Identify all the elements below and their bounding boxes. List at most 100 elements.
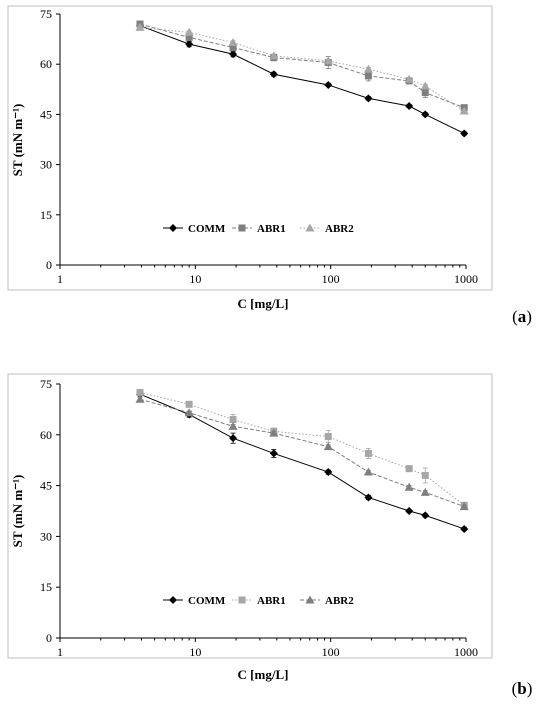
x-tick-label: 1000 (454, 272, 478, 286)
chart-panel-a: 0 15 30 45 60 75 1 10 100 1000 C [mg/L] ST (mN m⁻¹)… (7, 5, 493, 311)
data-point-abr1 (421, 471, 429, 479)
data-point-abr2 (420, 487, 430, 496)
legend-label: ABR1 (257, 223, 286, 235)
y-tick-label: 0 (46, 631, 52, 645)
data-point-abr2 (269, 428, 279, 437)
y-tick-label: 60 (40, 57, 52, 71)
panel-label: (b) (512, 679, 533, 698)
data-point-abr2 (135, 22, 145, 31)
data-point-abr1 (185, 400, 193, 408)
x-tick-label: 1000 (454, 645, 478, 659)
data-point-comm (324, 80, 333, 89)
chart-frame (7, 373, 493, 659)
legend-marker-comm (169, 596, 177, 604)
data-point-abr1 (185, 33, 193, 41)
legend-label: ABR2 (325, 223, 354, 235)
series-comm (135, 390, 469, 533)
legend-marker-abr1 (238, 224, 246, 232)
x-axis-label: C [mg/L] (238, 667, 289, 682)
legend-marker-abr2 (305, 223, 315, 232)
y-axis-label: ST (mN m⁻¹) (10, 104, 25, 177)
data-point-abr1 (229, 43, 237, 51)
data-point-comm (421, 110, 430, 119)
data-point-abr1 (324, 432, 332, 440)
x-tick-label: 1 (57, 272, 63, 286)
data-point-abr1 (405, 465, 413, 473)
legend-label: ABR2 (325, 595, 354, 607)
data-point-abr2 (228, 37, 238, 46)
y-tick-label: 45 (40, 107, 52, 121)
legend: COMM ABR1 ABR2 (163, 223, 354, 235)
data-point-abr2 (420, 81, 430, 90)
y-tick-label: 75 (40, 377, 52, 391)
data-point-abr2 (363, 64, 373, 73)
data-point-abr2 (363, 467, 373, 476)
data-point-abr1 (364, 72, 372, 80)
x-axis-label: C [mg/L] (238, 296, 289, 311)
data-point-abr2 (323, 56, 333, 65)
chart-panel-b: 0 15 30 45 60 75 1 10 100 1000 C [mg/L] ST (mN m⁻¹)… (7, 373, 493, 682)
data-point-comm (364, 493, 373, 502)
y-axis-label: ST (mN m⁻¹) (10, 475, 25, 548)
series-line-abr2 (139, 26, 465, 112)
data-point-comm (460, 524, 469, 533)
data-point-comm (405, 102, 414, 111)
legend-label: ABR1 (257, 595, 286, 607)
data-point-abr2 (228, 421, 238, 430)
data-point-abr2 (184, 408, 194, 417)
chart-frame (7, 5, 493, 291)
data-point-abr2 (404, 74, 414, 83)
x-tick-label: 100 (322, 645, 340, 659)
data-point-abr1 (364, 449, 372, 457)
data-point-comm (269, 449, 278, 458)
data-point-abr2 (459, 502, 469, 511)
x-tick-label: 100 (322, 272, 340, 286)
y-tick-label: 0 (46, 258, 52, 272)
series-abr2 (135, 394, 469, 511)
panel-label: (a) (512, 307, 532, 326)
x-tick-label: 10 (189, 272, 201, 286)
panel-label-part: ) (526, 307, 532, 326)
legend-marker-abr2 (305, 595, 315, 604)
data-point-abr1 (421, 89, 429, 97)
data-point-comm (405, 507, 414, 515)
data-point-comm (229, 50, 238, 59)
data-point-abr2 (184, 27, 194, 36)
data-point-abr2 (269, 51, 279, 60)
legend-marker-comm (169, 224, 177, 232)
data-point-comm (229, 434, 238, 443)
data-point-abr1 (229, 416, 237, 424)
data-point-comm (324, 468, 333, 477)
panel-label-part: a (518, 307, 527, 326)
data-point-comm (269, 70, 278, 79)
data-point-abr2 (135, 394, 145, 403)
y-tick-label: 30 (40, 158, 52, 172)
y-tick-label: 75 (40, 7, 52, 21)
y-tick-label: 15 (40, 208, 52, 222)
y-tick-label: 45 (40, 479, 52, 493)
data-point-abr2 (323, 442, 333, 451)
y-tick-label: 15 (40, 580, 52, 594)
panel-label-part: b (517, 679, 526, 698)
data-point-comm (421, 511, 430, 520)
data-point-abr2 (404, 482, 414, 491)
data-point-comm (185, 40, 194, 49)
y-tick-label: 60 (40, 428, 52, 442)
series-abr2 (135, 22, 469, 115)
legend-marker-abr1 (238, 596, 246, 604)
legend-label: COMM (188, 595, 226, 607)
series-abr1 (136, 388, 468, 509)
panel-label-part: ( (512, 679, 518, 698)
panel-label-part: ) (527, 679, 533, 698)
panel-label-part: ( (512, 307, 518, 326)
legend: COMM ABR1 ABR2 (163, 595, 354, 607)
legend-label: COMM (188, 223, 226, 235)
x-tick-label: 10 (189, 645, 201, 659)
data-point-comm (364, 94, 373, 103)
y-tick-label: 30 (40, 529, 52, 543)
data-point-abr1 (136, 388, 144, 396)
x-tick-label: 1 (57, 645, 63, 659)
data-point-abr2 (459, 106, 469, 115)
data-point-comm (460, 129, 469, 138)
